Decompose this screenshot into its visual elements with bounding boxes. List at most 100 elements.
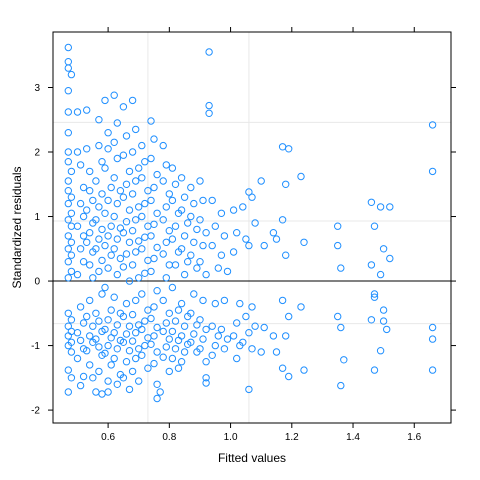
data-point-341 bbox=[248, 303, 256, 311]
data-point-15 bbox=[67, 209, 76, 218]
data-point-382 bbox=[379, 245, 388, 253]
data-point-348 bbox=[257, 348, 265, 356]
data-point-71 bbox=[83, 347, 91, 355]
data-point-112 bbox=[101, 325, 109, 334]
data-point-376 bbox=[367, 261, 376, 269]
data-point-59 bbox=[83, 206, 91, 214]
data-point-366 bbox=[300, 366, 308, 374]
data-point-192 bbox=[138, 245, 146, 253]
data-point-252 bbox=[171, 261, 180, 269]
data-point-360 bbox=[282, 332, 290, 340]
data-point-379 bbox=[367, 316, 376, 324]
data-point-89 bbox=[95, 317, 103, 325]
data-point-26 bbox=[67, 316, 76, 324]
data-point-221 bbox=[153, 348, 161, 356]
data-point-130 bbox=[113, 270, 122, 279]
data-point-180 bbox=[135, 345, 143, 353]
data-point-7 bbox=[64, 129, 73, 137]
data-point-385 bbox=[379, 317, 388, 325]
data-point-296 bbox=[199, 296, 207, 305]
data-point-155 bbox=[125, 322, 134, 330]
data-point-237 bbox=[159, 296, 167, 305]
data-point-347 bbox=[260, 323, 268, 332]
data-point-160 bbox=[119, 374, 128, 382]
data-point-218 bbox=[153, 323, 161, 332]
data-point-167 bbox=[128, 190, 137, 198]
data-point-188 bbox=[141, 199, 149, 208]
data-point-168 bbox=[135, 203, 143, 211]
data-point-123 bbox=[116, 187, 125, 195]
data-point-57 bbox=[86, 187, 94, 195]
data-point-201 bbox=[138, 351, 146, 359]
data-point-34 bbox=[67, 374, 76, 382]
data-point-148 bbox=[119, 229, 128, 237]
data-point-185 bbox=[141, 158, 149, 166]
data-point-149 bbox=[125, 238, 134, 247]
data-point-350 bbox=[272, 235, 281, 243]
data-point-182 bbox=[128, 367, 137, 376]
data-point-117 bbox=[104, 377, 112, 385]
data-point-268 bbox=[180, 270, 189, 279]
data-point-278 bbox=[187, 212, 195, 221]
data-point-227 bbox=[162, 161, 171, 169]
y-tick-label-2: 0 bbox=[34, 277, 40, 288]
data-point-110 bbox=[107, 306, 115, 314]
data-point-96 bbox=[104, 388, 112, 396]
data-point-29 bbox=[64, 332, 73, 340]
data-point-375 bbox=[370, 222, 379, 230]
data-point-122 bbox=[110, 174, 118, 182]
data-point-202 bbox=[144, 364, 152, 372]
data-point-291 bbox=[196, 216, 204, 224]
data-point-305 bbox=[205, 101, 213, 110]
data-point-128 bbox=[110, 245, 118, 253]
data-point-327 bbox=[236, 299, 244, 308]
data-point-150 bbox=[122, 250, 131, 258]
data-point-225 bbox=[153, 394, 161, 403]
data-point-166 bbox=[132, 177, 140, 185]
data-point-18 bbox=[64, 232, 73, 240]
data-point-187 bbox=[144, 187, 152, 195]
data-point-210 bbox=[150, 220, 158, 229]
data-point-153 bbox=[122, 299, 131, 308]
data-point-295 bbox=[202, 270, 210, 279]
data-point-25 bbox=[64, 309, 73, 317]
data-point-98 bbox=[104, 129, 112, 137]
data-point-206 bbox=[153, 170, 161, 179]
data-point-37 bbox=[76, 161, 85, 169]
data-point-372 bbox=[340, 356, 348, 364]
data-point-205 bbox=[147, 154, 155, 163]
data-point-144 bbox=[122, 180, 131, 189]
data-point-297 bbox=[196, 316, 204, 324]
data-point-53 bbox=[76, 381, 85, 390]
data-point-67 bbox=[83, 312, 91, 321]
data-point-266 bbox=[177, 245, 186, 253]
data-point-343 bbox=[248, 345, 256, 353]
data-point-17 bbox=[67, 222, 76, 230]
data-point-239 bbox=[162, 319, 171, 327]
data-point-48 bbox=[73, 329, 82, 337]
data-point-242 bbox=[162, 343, 171, 351]
data-point-111 bbox=[104, 316, 112, 324]
data-point-24 bbox=[64, 274, 73, 282]
data-point-81 bbox=[92, 216, 100, 224]
data-point-362 bbox=[285, 372, 293, 381]
data-point-241 bbox=[165, 335, 174, 343]
data-point-64 bbox=[86, 261, 94, 269]
x-axis-title: Fitted values bbox=[218, 451, 286, 465]
data-point-332 bbox=[239, 203, 247, 211]
data-point-20 bbox=[64, 245, 73, 253]
data-point-333 bbox=[242, 235, 250, 243]
data-point-94 bbox=[95, 367, 103, 376]
data-point-235 bbox=[165, 261, 174, 269]
data-point-258 bbox=[171, 345, 180, 353]
data-point-380 bbox=[370, 366, 379, 374]
data-point-13 bbox=[67, 193, 76, 201]
data-point-349 bbox=[269, 229, 278, 237]
data-point-387 bbox=[386, 203, 394, 211]
data-point-115 bbox=[101, 349, 109, 357]
data-point-234 bbox=[159, 250, 167, 258]
data-point-243 bbox=[159, 353, 167, 361]
data-point-136 bbox=[113, 345, 122, 353]
data-point-373 bbox=[337, 381, 345, 390]
data-point-328 bbox=[233, 319, 241, 327]
